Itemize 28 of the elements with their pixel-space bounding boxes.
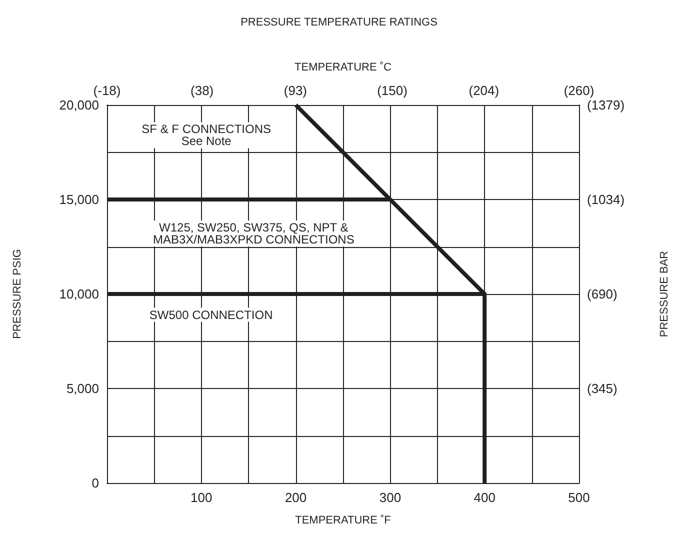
annotation: SF & F CONNECTIONS See Note <box>142 122 271 148</box>
x-tick-label: 200 <box>284 490 307 505</box>
y2-tick-label: (690) <box>587 286 618 302</box>
annotation: W125, SW250, SW375, QS, NPT & MAB3X/MAB3XPKD CONNECTIONS <box>152 220 354 247</box>
y-tick-label: 5,000 <box>66 381 99 396</box>
x2-axis-title: TEMPERATURE ˚C <box>294 62 392 74</box>
y-axis-title: PRESSURE PSIG <box>12 249 24 339</box>
x-tick-label: 300 <box>379 490 402 505</box>
y2-tick-label: (1034) <box>587 192 625 208</box>
x2-tick-label: (204) <box>468 83 500 98</box>
y2-axis-title: PRESSURE BAR <box>658 250 670 338</box>
x-tick-label: 500 <box>568 490 590 505</box>
x-axis-title: TEMPERATURE ˚F <box>295 514 392 526</box>
x2-tick-label: (150) <box>377 83 408 98</box>
y-tick-label: 0 <box>92 476 99 490</box>
y-tick-label: 10,000 <box>59 286 99 302</box>
y-tick-label: 15,000 <box>59 192 99 207</box>
x-tick-label: 400 <box>474 490 496 505</box>
x2-tick-label: (260) <box>564 83 594 98</box>
y-tick-label: 20,000 <box>59 98 99 112</box>
y2-tick-label: (1379) <box>587 98 625 112</box>
x2-tick-label: (38) <box>190 83 214 98</box>
y2-tick-label: (345) <box>587 380 618 396</box>
x2-tick-label: (93) <box>284 83 308 98</box>
x-tick-label: 100 <box>190 490 212 505</box>
chart-title: PRESSURE TEMPERATURE RATINGS <box>240 16 438 28</box>
annotation: SW500 CONNECTION <box>149 308 273 322</box>
x2-tick-label: (-18) <box>93 83 121 98</box>
